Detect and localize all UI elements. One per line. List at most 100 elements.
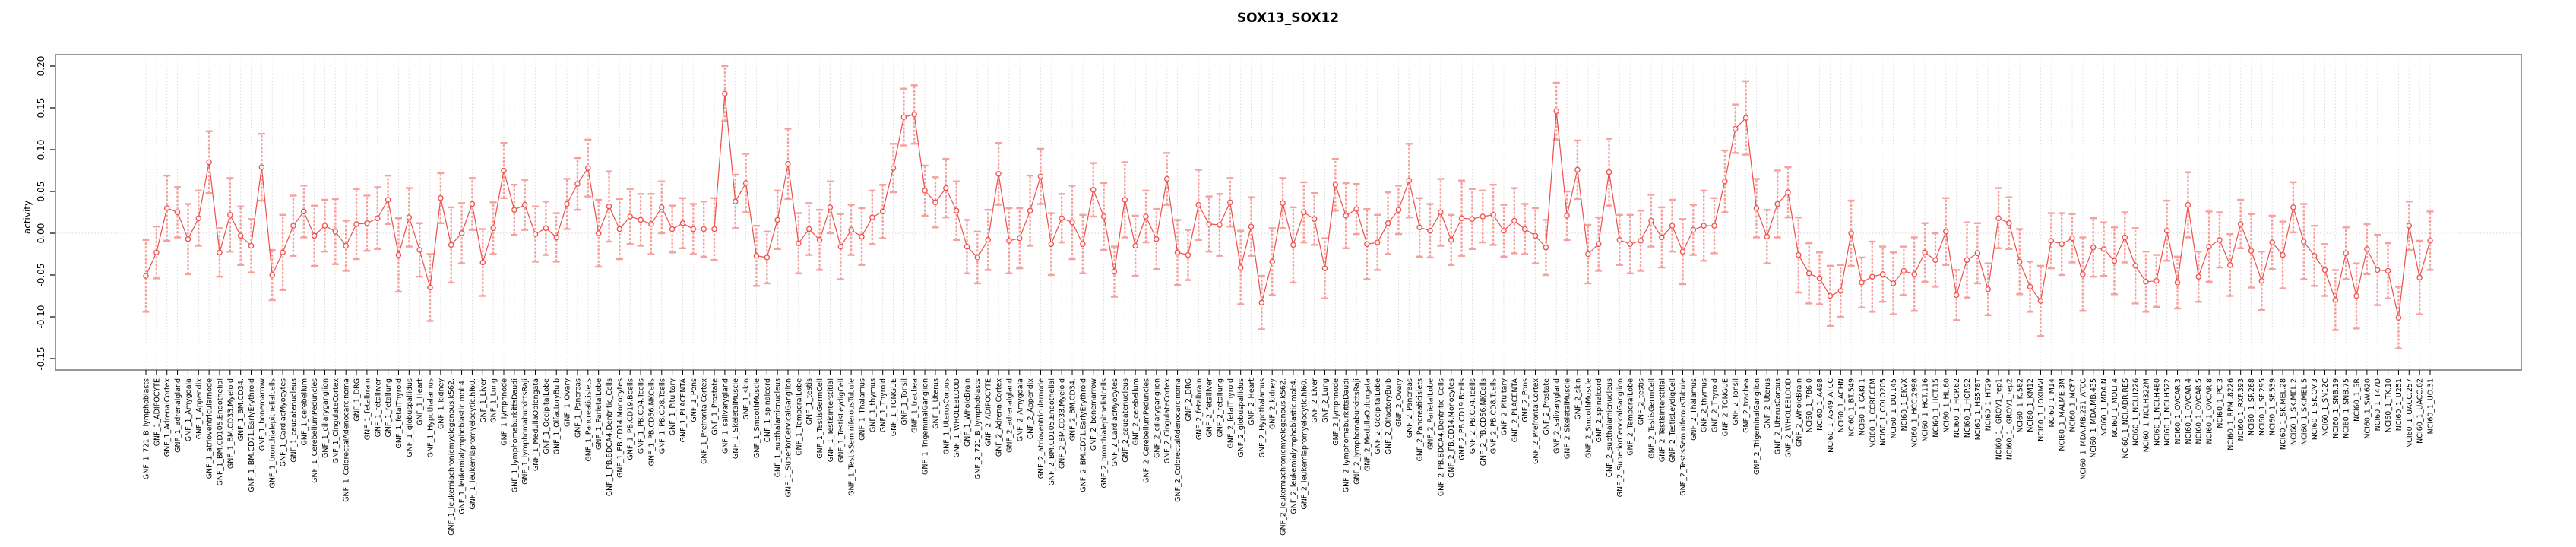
data-point — [1374, 239, 1381, 245]
x-tick-label: NCI60_1_IGROV1_rep2 — [2005, 378, 2014, 460]
data-point — [1385, 220, 1391, 226]
x-tick-label: GNF_1_Liver — [479, 378, 488, 423]
data-point — [859, 233, 865, 240]
data-point — [1037, 173, 1044, 179]
data-point — [2343, 250, 2349, 257]
x-tick-label: GNF_1_BM.CD105.Endothelial — [216, 378, 224, 486]
data-point — [521, 201, 528, 208]
x-tick-label: NCI60_1_MDA.MB.231_ATCC — [2079, 378, 2087, 480]
data-point — [785, 160, 791, 167]
data-point — [1879, 271, 1886, 277]
x-tick-label: NCI60_1_HL.60 — [1942, 378, 1951, 433]
x-tick-label: NCI60_1_BT.549 — [1848, 378, 1856, 437]
data-point — [1742, 115, 1749, 121]
x-tick-label: GNF_1_PLACENTA — [679, 378, 688, 443]
x-axis: GNF_1_721_B_lymphoblasts GNF_1_ADIPOCYTE G… — [143, 370, 2435, 536]
x-tick-label: NCI60_1_HCT.116 — [1922, 378, 1930, 442]
y-tick-label: 0.15 — [36, 98, 46, 119]
x-tick-label: GNF_2_adrenalgland — [1005, 378, 1014, 453]
data-point — [911, 112, 917, 118]
data-point — [1859, 280, 1865, 286]
x-tick-label: NCI60_1_SR — [2353, 378, 2362, 422]
x-tick-label: GNF_1_lymphomaburkittsDaudi — [511, 378, 519, 492]
x-tick-label: GNF_2_UterusCorpus — [1774, 378, 1783, 454]
data-point — [679, 220, 686, 226]
x-tick-label: GNF_1_ciliaryganglion — [321, 378, 330, 458]
x-tick-label: GNF_1_fetalliver — [374, 378, 382, 438]
grid-lines — [145, 55, 2431, 370]
x-tick-label: NCI60_1_SK.MEL.5 — [2300, 378, 2309, 445]
x-tick-label: NCI60_1_SN12C — [2321, 378, 2330, 436]
data-point — [827, 204, 834, 210]
data-point — [1458, 215, 1465, 221]
data-point — [1701, 223, 1707, 229]
data-point — [1964, 257, 1970, 263]
x-tick-label: GNF_1_Uterus — [932, 378, 940, 429]
data-point — [2427, 238, 2433, 244]
x-tick-label: NCI60_1_SF.268 — [2248, 378, 2256, 435]
x-tick-label: GNF_1_PB.CD8.Tcells — [658, 378, 666, 454]
x-tick-label: GNF_2_lymphomaburkittsDaudi — [1343, 378, 1351, 492]
data-point — [1132, 242, 1138, 249]
x-tick-label: GNF_2_fetalbrain — [1195, 378, 1204, 440]
x-tick-label: GNF_1_skin — [742, 378, 751, 420]
data-point — [1248, 223, 1255, 229]
data-point — [469, 201, 476, 207]
x-tick-label: GNF_2_bronchialepithelialcells — [1100, 378, 1109, 489]
x-tick-label: NCI60_1_NCI.H226 — [2132, 378, 2141, 446]
data-point — [1321, 265, 1328, 271]
data-point — [248, 242, 255, 249]
x-tick-label: GNF_1_adrenalgland — [174, 378, 182, 453]
data-point — [185, 236, 191, 242]
x-tick-label: GNF_2_PLACENTA — [1511, 378, 1519, 443]
data-point — [2059, 241, 2065, 248]
data-point — [416, 247, 422, 253]
data-point — [2154, 277, 2160, 284]
x-tick-label: GNF_1_AdrenalCortex — [163, 378, 172, 457]
x-tick-label: NCI60_1_EKVX — [1900, 378, 1909, 432]
data-point — [722, 90, 728, 97]
data-point — [669, 226, 676, 232]
data-point — [1332, 182, 1339, 188]
x-tick-label: NCI60_1_MALME.3M — [2059, 378, 2067, 451]
x-tick-label: GNF_1_PB.CD4.Tcells — [638, 378, 646, 454]
x-tick-label: GNF_1_fetallung — [385, 378, 393, 438]
y-tick-label: 0.00 — [36, 223, 46, 244]
y-tick-label: 0.05 — [36, 182, 46, 202]
x-tick-label: GNF_1_lymphomaburkittsRaji — [521, 378, 530, 485]
x-tick-label: GNF_1_MedullaOblongata — [532, 378, 540, 471]
data-point — [1143, 213, 1149, 220]
data-point — [900, 114, 907, 120]
data-point — [206, 159, 212, 166]
data-point — [2353, 292, 2359, 299]
data-point — [742, 180, 749, 186]
x-tick-label: GNF_2_testis — [1638, 378, 1646, 425]
x-tick-label: GNF_1_SmoothMuscle — [753, 378, 761, 458]
data-point — [1059, 215, 1065, 221]
x-tick-label: GNF_2_OlfactoryBulb — [1385, 378, 1393, 454]
data-point — [1553, 108, 1559, 115]
data-point — [1627, 241, 1633, 248]
y-tick-label: 0.20 — [36, 56, 46, 77]
x-tick-label: GNF_2_kidney — [1269, 378, 1277, 430]
x-tick-label: GNF_2_globuspallidus — [1237, 378, 1245, 457]
x-tick-label: GNF_1_trachea — [911, 378, 919, 433]
data-point — [943, 185, 949, 191]
data-point — [1511, 217, 1517, 224]
x-tick-label: NCI60_1_HCC.2998 — [1911, 378, 1919, 448]
x-tick-label: GNF_2_Liver — [1311, 378, 1319, 423]
x-tick-label: GNF_1_Tonsil — [900, 378, 909, 425]
x-tick-label: GNF_2_BM.CD105.Endothelial — [1048, 378, 1056, 486]
data-point — [732, 198, 739, 204]
data-point — [648, 221, 654, 227]
data-point — [2406, 223, 2413, 229]
x-tick-label: NCI60_1_HOP.92 — [1964, 378, 1972, 438]
data-point — [364, 220, 370, 226]
data-point — [2027, 283, 2033, 290]
data-point — [2290, 204, 2296, 210]
data-point — [890, 165, 897, 171]
data-point — [1343, 213, 1349, 219]
data-point — [1290, 242, 1296, 248]
data-point — [2090, 244, 2097, 251]
x-tick-label: GNF_1_Lung — [490, 378, 498, 423]
